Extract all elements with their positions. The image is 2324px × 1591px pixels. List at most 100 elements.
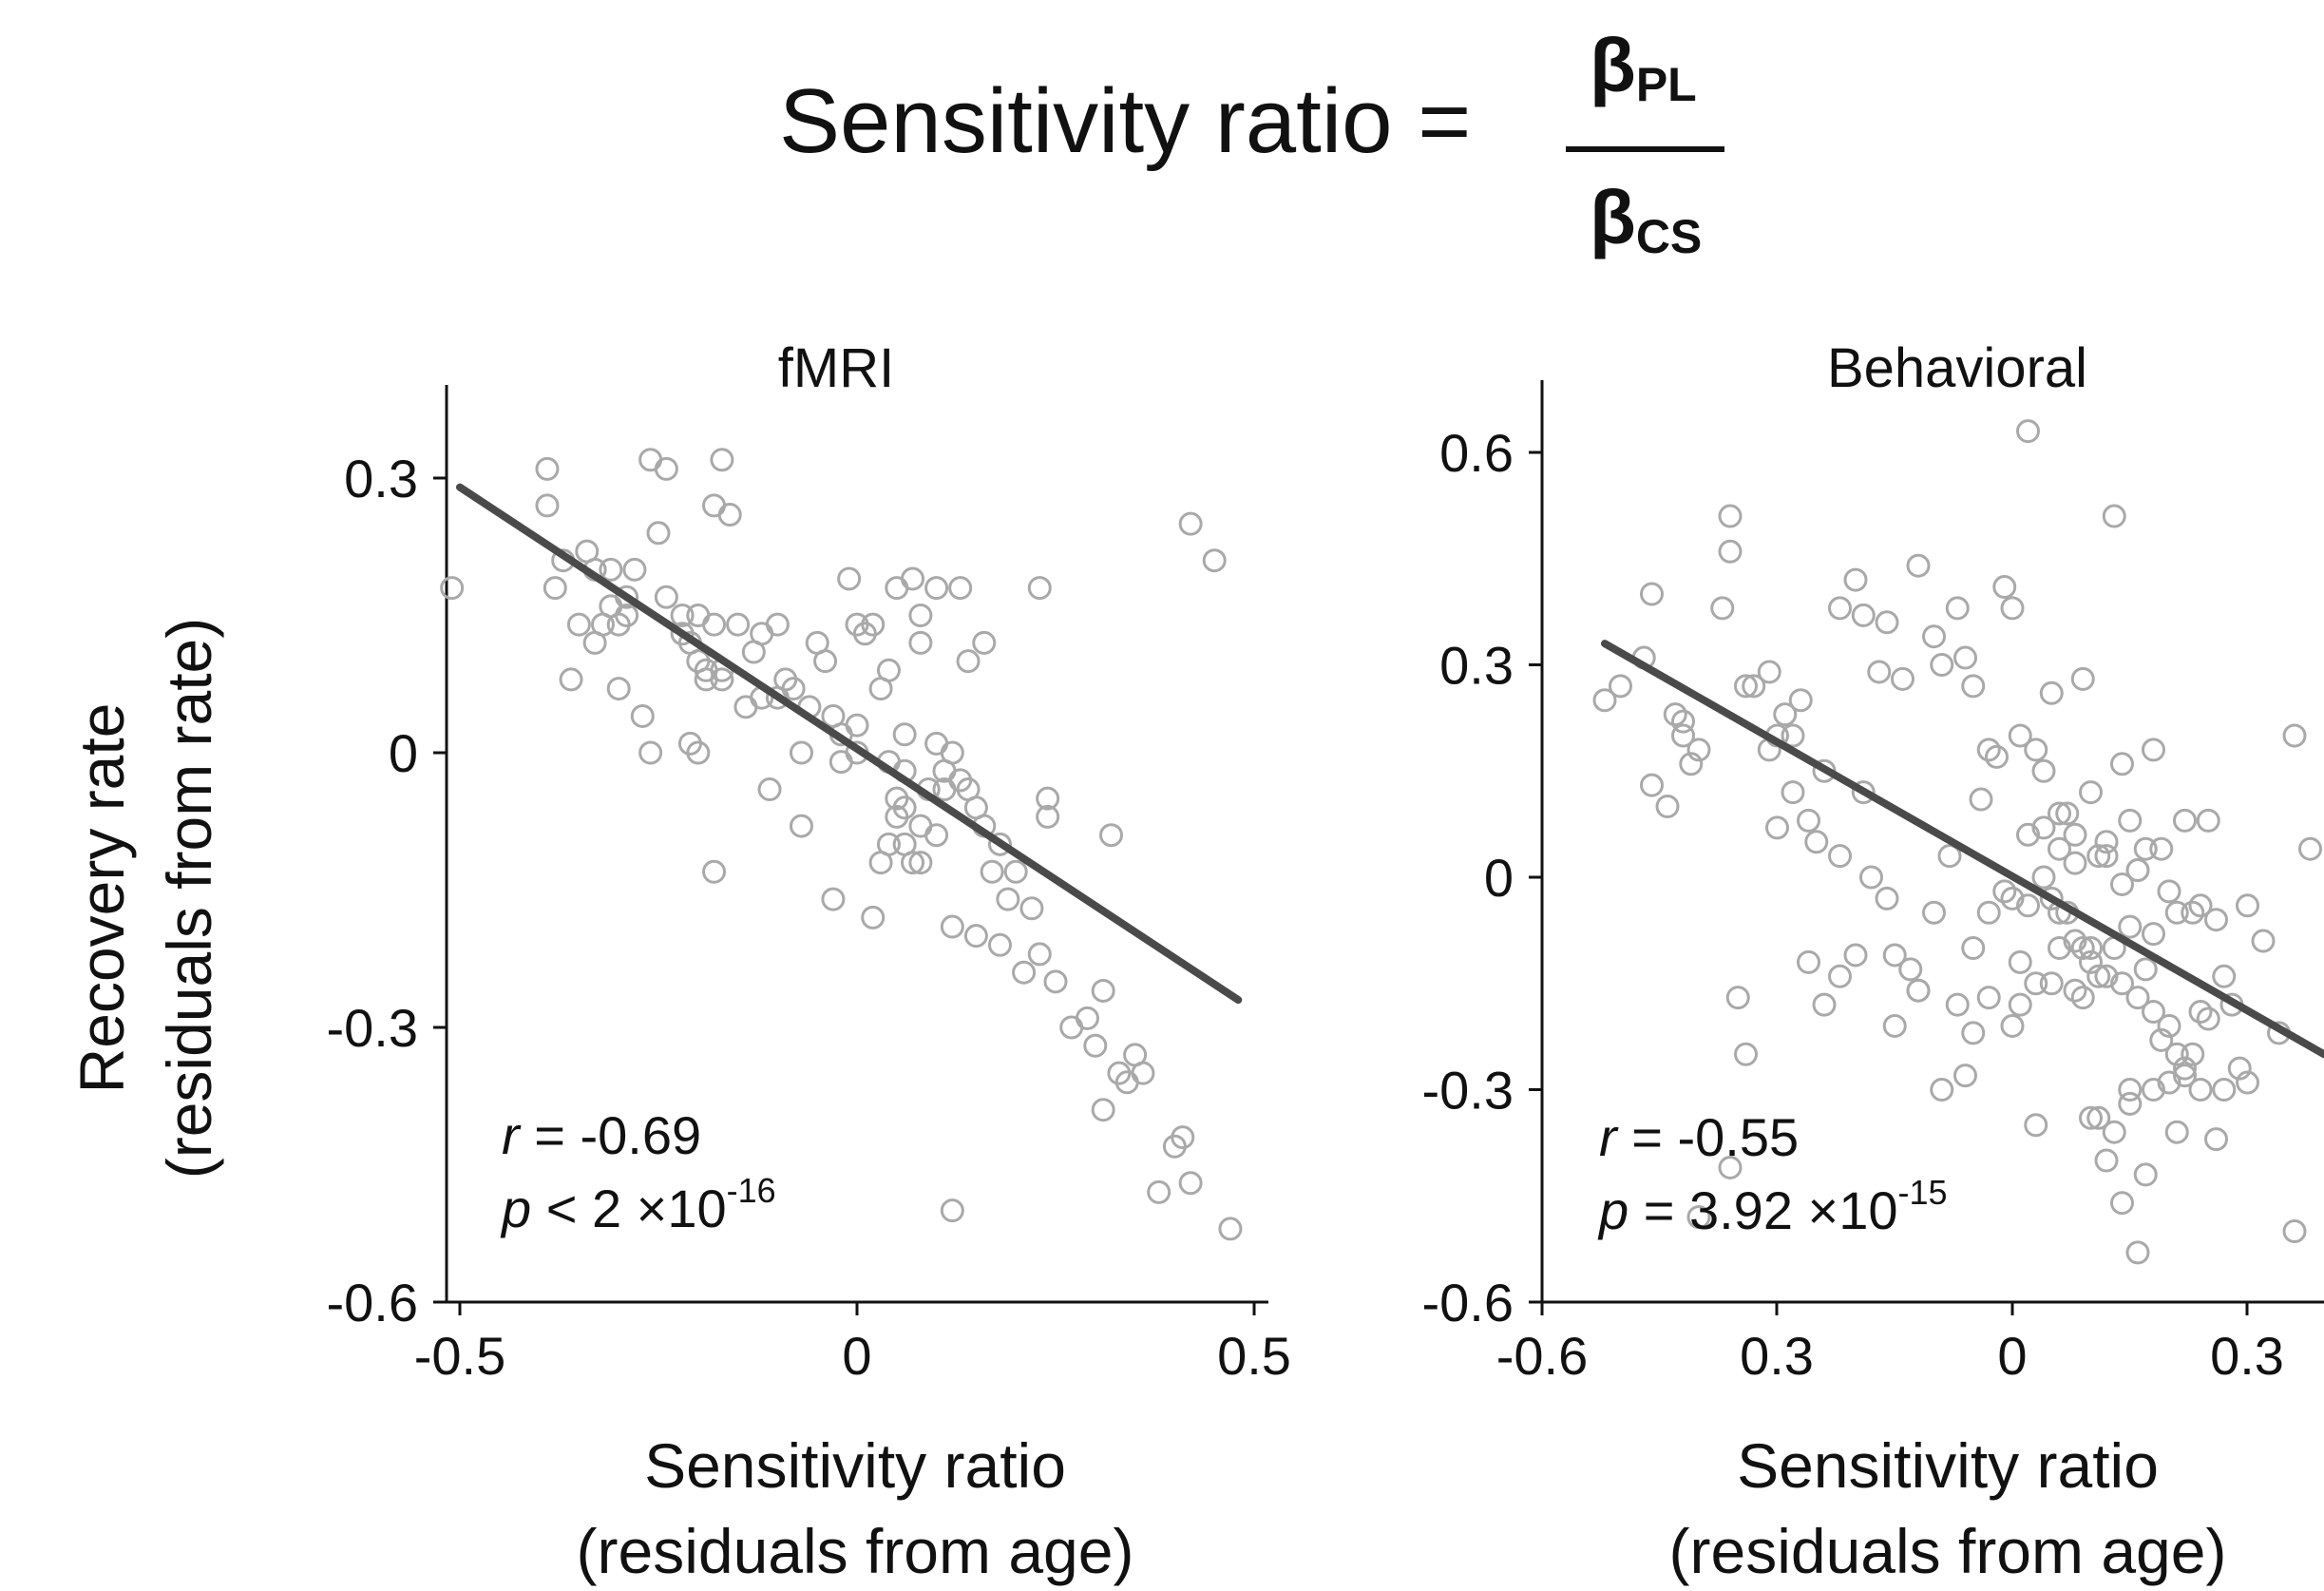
fmri-x-tick-label: 0 — [842, 1326, 871, 1386]
behavioral-point — [1898, 957, 1923, 982]
fmri-point — [876, 832, 901, 856]
behavioral-ticks: -0.6 0.3 0 0.3 0.6 0.3 0 -0.3 -0.6 — [1422, 423, 2284, 1386]
behavioral-point — [2118, 1091, 2143, 1116]
behavioral-x-label-line1: Sensitivity ratio — [1737, 1430, 2159, 1501]
behavioral-point — [2070, 666, 2095, 691]
behavioral-axes — [1540, 380, 2324, 1304]
fmri-point — [741, 640, 766, 664]
fmri-x-tick-label: -0.5 — [414, 1326, 506, 1386]
behavioral-point — [2079, 1105, 2103, 1130]
fmri-x-tick-label: 0.5 — [1217, 1326, 1291, 1386]
behavioral-p-symbol: p — [1597, 1180, 1629, 1240]
behavioral-point — [2118, 1078, 2143, 1102]
behavioral-points — [1592, 419, 2322, 1265]
behavioral-point — [1953, 1064, 1977, 1088]
behavioral-p-value: = 3.92 ×10 — [1629, 1180, 1897, 1240]
behavioral-y-tick-label: 0.3 — [1439, 636, 1514, 696]
behavioral-point — [1906, 553, 1931, 578]
behavioral-point — [1985, 744, 2009, 769]
behavioral-point — [1828, 844, 1852, 869]
fmri-point — [710, 667, 734, 692]
fmri-point — [987, 932, 1012, 957]
behavioral-y-tick-label: 0.6 — [1439, 423, 1514, 483]
behavioral-point — [2204, 1127, 2228, 1152]
formula-lhs: Sensitivity ratio = — [779, 70, 1471, 172]
behavioral-point — [1640, 773, 1664, 797]
behavioral-r-stat: r = -0.55 — [1599, 1107, 1799, 1167]
y-axis-label-line1: Recovery rate — [67, 703, 137, 1094]
fmri-point — [892, 722, 917, 747]
behavioral-p-exponent: -15 — [1898, 1173, 1948, 1212]
behavioral-point — [1945, 992, 1970, 1017]
behavioral-point — [2282, 723, 2307, 748]
fmri-point — [543, 576, 567, 601]
behavioral-point — [1945, 596, 1970, 621]
behavioral-point — [2008, 992, 2032, 1017]
behavioral-point — [1875, 610, 1899, 635]
fmri-regression-line — [456, 483, 1243, 1005]
behavioral-point — [2212, 1078, 2237, 1102]
behavioral-point — [1710, 596, 1735, 621]
fmri-point — [559, 667, 583, 692]
fmri-point — [566, 612, 591, 637]
behavioral-point — [1718, 504, 1743, 528]
behavioral-point — [2102, 1120, 2126, 1144]
fmri-point — [789, 740, 813, 765]
behavioral-point — [1976, 986, 2001, 1010]
behavioral-point — [1976, 900, 2001, 925]
behavioral-point — [2016, 822, 2040, 847]
behavioral-point — [2282, 1219, 2307, 1243]
fmri-point — [956, 649, 981, 674]
behavioral-point — [2142, 922, 2165, 947]
behavioral-point — [2016, 893, 2040, 918]
behavioral-point — [1757, 660, 1781, 684]
behavioral-point — [2142, 738, 2165, 762]
behavioral-point — [1686, 1205, 1711, 1230]
behavioral-point — [2118, 808, 2143, 833]
behavioral-point — [2094, 964, 2119, 988]
behavioral-point — [1773, 702, 1798, 727]
fmri-point — [845, 713, 869, 738]
behavioral-r-value: = -0.55 — [1617, 1107, 1799, 1167]
numerator-beta: β — [1590, 23, 1636, 107]
behavioral-point — [2157, 1013, 2181, 1038]
fmri-point — [646, 521, 671, 546]
fmri-point — [837, 566, 862, 591]
fmri-point — [606, 677, 631, 701]
fmri-point — [1171, 1125, 1195, 1150]
behavioral-point — [1671, 723, 1695, 748]
fmri-point — [733, 695, 758, 719]
behavioral-point — [2070, 986, 2095, 1010]
fmri-point — [1027, 576, 1052, 601]
behavioral-point — [2079, 949, 2103, 974]
fmri-point — [901, 566, 925, 591]
fmri-point — [1043, 969, 1068, 994]
fmri-point — [940, 914, 964, 939]
behavioral-point — [2149, 1027, 2174, 1052]
behavioral-point — [2212, 964, 2237, 988]
fmri-point — [670, 604, 695, 627]
fmri-point — [789, 814, 813, 838]
behavioral-point — [1765, 815, 1789, 840]
fmri-points — [440, 448, 1243, 1241]
fmri-r-value: = -0.69 — [520, 1105, 701, 1165]
behavioral-point — [2079, 780, 2103, 805]
behavioral-point — [1718, 539, 1743, 564]
fmri-point — [813, 649, 838, 674]
fmri-point — [1091, 978, 1115, 1003]
fmri-point — [615, 585, 639, 609]
behavioral-point — [2048, 801, 2071, 826]
denominator-subscript: CS — [1636, 210, 1702, 263]
behavioral-point — [1734, 1042, 1758, 1066]
behavioral-point — [2031, 758, 2056, 783]
fmri-point — [670, 622, 695, 646]
behavioral-point — [1797, 808, 1820, 833]
fmri-point — [1075, 1006, 1099, 1030]
fmri-point — [1012, 960, 1037, 985]
fmri-point — [892, 832, 917, 856]
fmri-point — [1027, 942, 1052, 967]
behavioral-point — [1655, 795, 1680, 818]
fmri-y-tick-label: -0.6 — [327, 1273, 419, 1332]
fmri-r-stat: r = -0.69 — [502, 1105, 701, 1165]
fmri-r-symbol: r — [502, 1105, 522, 1165]
